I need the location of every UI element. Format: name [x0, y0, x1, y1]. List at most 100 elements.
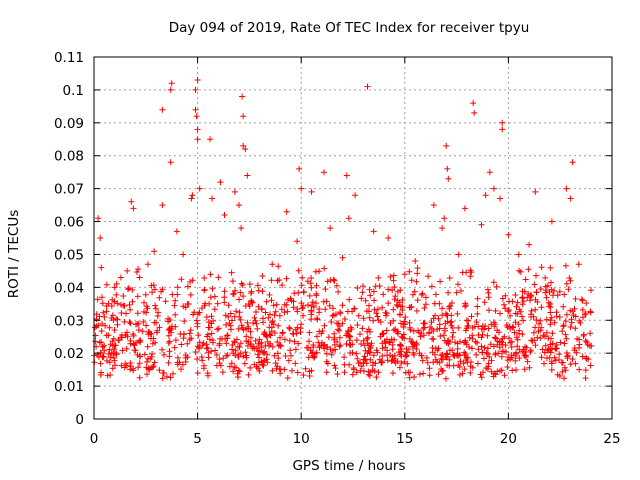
data-point	[269, 343, 276, 350]
data-point	[159, 286, 166, 293]
data-point	[236, 202, 242, 209]
data-point	[419, 290, 426, 297]
data-point	[141, 351, 148, 358]
data-point	[459, 269, 466, 276]
data-point	[542, 289, 549, 296]
data-point	[129, 298, 136, 305]
data-point	[155, 309, 162, 316]
data-point	[265, 314, 272, 321]
data-point	[460, 360, 467, 367]
data-point	[282, 353, 289, 359]
data-point	[562, 331, 569, 338]
data-point	[394, 302, 401, 309]
data-point	[121, 318, 128, 325]
data-point	[354, 355, 361, 362]
data-point	[117, 274, 124, 281]
data-point	[556, 373, 563, 379]
data-point	[324, 344, 331, 350]
data-point	[517, 268, 524, 275]
data-point	[524, 358, 531, 365]
data-point	[522, 343, 529, 350]
data-point	[530, 313, 537, 320]
data-point	[300, 312, 307, 319]
data-point	[383, 310, 390, 317]
data-point	[297, 329, 304, 336]
data-point	[214, 300, 221, 307]
data-point	[172, 311, 179, 318]
data-point	[240, 113, 247, 120]
data-point	[231, 338, 238, 345]
data-point	[516, 355, 523, 362]
data-point	[490, 279, 497, 286]
data-point	[490, 373, 497, 380]
data-point	[388, 358, 395, 365]
y-tick-label: 0.09	[54, 116, 84, 132]
data-point	[410, 328, 417, 335]
data-point	[152, 305, 159, 312]
data-point	[426, 372, 433, 379]
data-point	[201, 362, 207, 369]
data-point	[561, 340, 568, 347]
data-point	[335, 288, 342, 295]
data-point	[464, 354, 471, 361]
data-point	[349, 371, 356, 378]
data-point	[389, 287, 396, 294]
data-point	[430, 202, 437, 209]
data-point	[361, 353, 368, 360]
data-point	[151, 359, 158, 366]
data-point	[438, 355, 445, 362]
data-point	[267, 311, 273, 318]
data-point	[269, 261, 276, 268]
data-point	[316, 328, 323, 335]
data-point	[390, 306, 397, 313]
data-point	[413, 346, 420, 352]
data-point	[522, 276, 529, 283]
data-point	[461, 205, 468, 212]
data-point	[461, 366, 468, 373]
y-tick-label: 0.11	[54, 50, 84, 66]
data-point	[294, 306, 301, 312]
data-point	[525, 266, 532, 273]
data-point	[499, 119, 506, 126]
data-point	[379, 359, 385, 366]
data-point	[490, 343, 497, 350]
data-point	[239, 93, 246, 100]
data-point	[194, 323, 201, 330]
data-point	[541, 360, 547, 367]
data-point	[180, 251, 187, 258]
data-point	[235, 367, 242, 374]
data-point	[482, 192, 489, 199]
data-point	[151, 248, 158, 255]
data-point	[380, 291, 387, 298]
data-point	[132, 347, 139, 354]
data-point	[401, 321, 408, 328]
data-point	[506, 335, 513, 342]
data-point	[561, 375, 568, 382]
data-point	[485, 325, 492, 332]
data-point	[395, 330, 401, 337]
data-point	[98, 294, 105, 301]
data-point	[210, 339, 216, 346]
data-point	[567, 324, 574, 330]
data-point	[509, 324, 516, 331]
data-point	[277, 334, 283, 341]
data-point	[445, 289, 452, 296]
data-point	[237, 316, 244, 323]
data-point	[300, 288, 307, 295]
data-point	[205, 319, 212, 326]
data-point	[503, 322, 510, 329]
data-point	[546, 303, 553, 310]
data-point	[247, 364, 254, 371]
data-point	[271, 352, 278, 359]
data-point	[397, 287, 404, 294]
data-point	[514, 343, 521, 350]
data-point	[141, 299, 147, 306]
data-point	[97, 371, 104, 378]
data-point	[465, 322, 472, 329]
data-point	[516, 330, 522, 337]
data-point	[562, 367, 569, 374]
x-tick-label: 10	[293, 431, 310, 447]
data-point	[388, 336, 395, 343]
data-point	[254, 282, 261, 289]
data-point	[374, 349, 381, 356]
